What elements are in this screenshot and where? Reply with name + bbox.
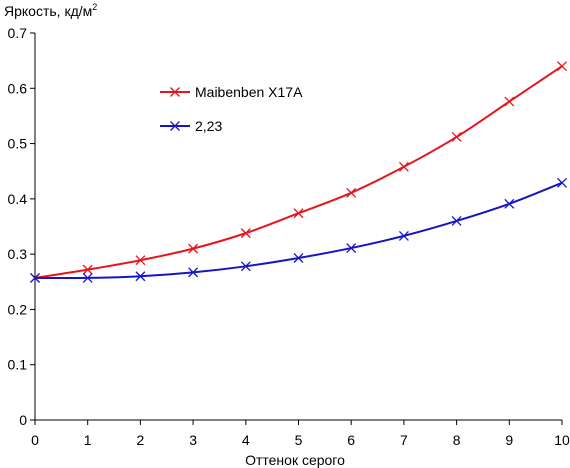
y-tick-label: 0.4: [8, 191, 28, 207]
x-tick-label: 0: [31, 432, 39, 448]
legend-marker: [170, 87, 180, 97]
y-tick-label: 0: [19, 412, 27, 428]
data-point-marker: [135, 271, 146, 282]
y-tick-label: 0.5: [8, 136, 28, 152]
series-line: [34, 181, 563, 280]
tick-labels: 0 0.1 0.2 0.3 0.4 0.5 0.6 0.7 0 1 2 3 4 5 6 7 8 9 10: [8, 25, 570, 448]
data-point-marker: [188, 243, 199, 254]
data-point-marker: [293, 253, 304, 263]
x-tick-label: 6: [347, 432, 355, 448]
x-tick-label: 4: [242, 432, 250, 448]
data-point-marker: [135, 255, 146, 266]
y-axis-title-text: Яркость, кд/м: [4, 3, 92, 19]
data-point-marker: [346, 243, 357, 254]
x-axis-title: Оттенок серого: [245, 452, 345, 468]
y-tick-label: 0.2: [8, 301, 28, 317]
data-point-marker: [30, 272, 40, 283]
data-point-marker: [504, 198, 515, 209]
data-point-marker: [398, 230, 409, 241]
data-point-marker: [557, 177, 567, 188]
y-tick-label: 0.1: [8, 357, 28, 373]
series-2: [30, 177, 567, 283]
y-tick-label: 0.3: [8, 246, 28, 262]
legend-item-2: 2,23: [160, 118, 222, 134]
legend-label: 2,23: [195, 118, 222, 134]
data-point-marker: [240, 261, 251, 272]
y-axis-title-superscript: 2: [92, 2, 97, 12]
axes: [30, 32, 563, 425]
legend-item-1: Maibenben X17A: [160, 84, 303, 100]
x-tick-label: 3: [189, 432, 197, 448]
x-tick-label: 1: [84, 432, 92, 448]
x-tick-label: 9: [505, 432, 513, 448]
y-tick-label: 0.6: [8, 80, 28, 96]
x-tick-label: 2: [137, 432, 145, 448]
data-point-marker: [504, 96, 515, 107]
x-tick-label: 5: [295, 432, 303, 448]
legend-label: Maibenben X17A: [195, 84, 303, 100]
data-point-marker: [82, 264, 93, 275]
series-lines: [30, 61, 567, 283]
x-tick-label: 7: [400, 432, 408, 448]
data-point-marker: [293, 208, 304, 219]
y-tick-label: 0.7: [8, 25, 28, 41]
legend-marker: [170, 121, 180, 131]
data-point-marker: [451, 131, 462, 142]
data-point-marker: [346, 187, 357, 198]
y-axis-title: Яркость, кд/м2: [4, 2, 97, 19]
data-point-marker: [82, 272, 93, 283]
data-point-marker: [557, 61, 567, 72]
data-point-marker: [188, 267, 199, 278]
x-tick-label: 10: [554, 432, 570, 448]
data-point-marker: [398, 161, 409, 172]
data-point-marker: [451, 216, 462, 226]
legend: Maibenben X17A 2,23: [160, 84, 303, 134]
data-point-marker: [240, 228, 251, 239]
x-tick-label: 8: [453, 432, 461, 448]
